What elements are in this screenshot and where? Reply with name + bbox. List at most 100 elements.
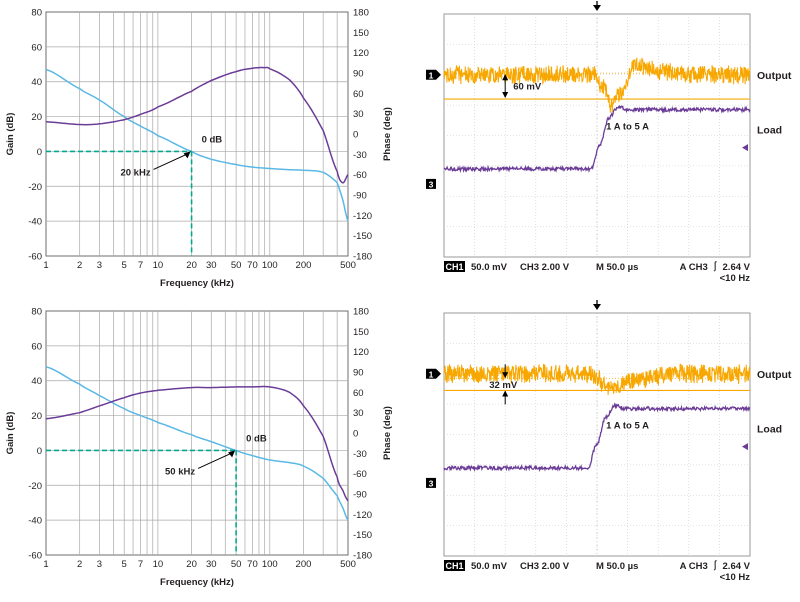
crossover-arrow-head [228,450,236,458]
y-tick-label: 20 [31,112,42,123]
x-tick-label: 30 [206,559,217,570]
y2-tick-label: 180 [353,307,369,318]
y-axis-title: Gain (dB) [5,412,16,455]
y2-tick-label: 120 [353,48,369,59]
x-tick-label: 10 [153,559,164,570]
y2-tick-label: 120 [353,347,369,358]
y2-tick-label: -60 [353,469,367,480]
y2-tick-label: 0 [353,130,358,141]
y2-tick-label: -90 [353,191,367,202]
load-trace [443,402,751,473]
x-tick-label: 500 [340,260,356,271]
y2-tick-label: 90 [353,69,364,80]
crossover-label: 20 kHz [120,167,150,178]
ch1-marker-arrow [436,368,441,379]
timebase: M 50.0 µs [596,262,638,273]
output-trace [443,57,751,113]
x-tick-label: 1 [43,260,48,271]
x-tick-label: 50 [231,559,242,570]
x-tick-label: 70 [247,260,258,271]
bode-plot-bottom: 80 60 40 20 0 -20 -40 -60 180 150 120 90 60 30 0 -30 -60… [0,299,400,597]
gain-curve [45,366,349,521]
y2-tick-label: -90 [353,490,367,501]
load-trace [443,104,751,174]
x-axis-title: Frequency (kHz) [160,278,234,289]
y-tick-label: 20 [31,411,42,422]
scope-capture-top: 1 3 60 mV 1 A to 5 A Output Load CH1 50.0 mV CH3… [400,0,800,298]
x-tick-label: 3 [97,559,102,570]
y2-tick-label: 150 [353,327,369,338]
delta-label: 32 mV [489,380,518,391]
trigger-filter: <10 Hz [720,273,751,284]
scope-svg: 1 3 32 mV 1 A to 5 A Output Load CH1 50.0 mV CH3… [426,300,792,583]
trigger-position-marker [593,304,601,310]
ch3-marker-label: 3 [429,478,434,488]
crossover-arrow [153,152,189,170]
ch3-scale: CH3 2.00 V [520,262,570,273]
y2-tick-label: -180 [353,551,372,562]
y-tick-label: -20 [28,481,42,492]
zero-db-label: 0 dB [202,134,223,145]
y-tick-label: 60 [31,42,42,53]
ch1-marker-arrow [436,69,441,80]
y-tick-label: -60 [28,551,42,562]
x-tick-label: 20 [186,260,197,271]
y2-tick-label: -30 [353,150,367,161]
x-tick-label: 1 [43,559,48,570]
x-tick-label: 200 [296,559,312,570]
load-label: Load [757,125,782,137]
phase-curve [45,385,349,502]
y2-tick-label: -150 [353,231,372,242]
ch3-marker-box [426,178,436,189]
ch1-scale: 50.0 mV [471,561,508,572]
y2-tick-label: -30 [353,449,367,460]
trigger-info: A CH3 ⎰ 2.64 V [680,560,751,572]
phase-curve [45,66,349,184]
y2-tick-label: 30 [353,408,364,419]
y2-tick-label: 180 [353,8,369,19]
y2-tick-label: -120 [353,510,372,521]
x-tick-label: 2 [77,559,82,570]
x-tick-label: 70 [247,559,258,570]
y2-tick-label: 150 [353,28,369,39]
y-tick-label: -40 [28,217,42,228]
y2-tick-label: 30 [353,109,364,120]
ch1-marker-label: 1 [429,369,434,379]
x-tick-label: 100 [262,260,278,271]
x-tick-label: 7 [138,260,143,271]
x-tick-label: 10 [153,260,164,271]
y-tick-label: 80 [31,8,42,19]
load-label: Load [757,424,782,436]
timebase: M 50.0 µs [596,561,638,572]
x-tick-label: 5 [122,260,127,271]
x-tick-label: 3 [97,260,102,271]
y2-tick-label: -120 [353,211,372,222]
ch3-marker-box [426,477,436,488]
step-label: 1 A to 5 A [606,420,649,431]
ch1-status-label: CH1 [445,561,463,571]
crossover-arrow [197,451,234,469]
output-trace [443,363,751,396]
y-tick-label: 0 [37,147,42,158]
y2-tick-label: -180 [353,252,372,263]
plot-area [45,310,349,556]
x-tick-label: 7 [138,559,143,570]
x-tick-label: 50 [231,260,242,271]
y-tick-label: 80 [31,307,42,318]
crossover-arrow-head [183,151,191,159]
ch3-level-marker [742,443,748,451]
y2-tick-label: 90 [353,368,364,379]
zero-db-label: 0 dB [246,433,267,444]
delta-label: 60 mV [513,82,542,93]
y-tick-label: 60 [31,341,42,352]
step-label: 1 A to 5 A [606,121,649,132]
trigger-filter: <10 Hz [720,572,751,583]
delta-arrow-head-top [502,372,509,379]
scope-capture-bottom: 1 3 32 mV 1 A to 5 A Output Load CH1 50.0 mV CH3… [400,299,800,597]
y-tick-label: 0 [37,446,42,457]
y-tick-label: 40 [31,77,42,88]
x-tick-label: 200 [296,260,312,271]
ch3-level-marker [742,144,748,152]
y2-tick-label: 60 [353,388,364,399]
x-axis-title: Frequency (kHz) [160,577,234,588]
